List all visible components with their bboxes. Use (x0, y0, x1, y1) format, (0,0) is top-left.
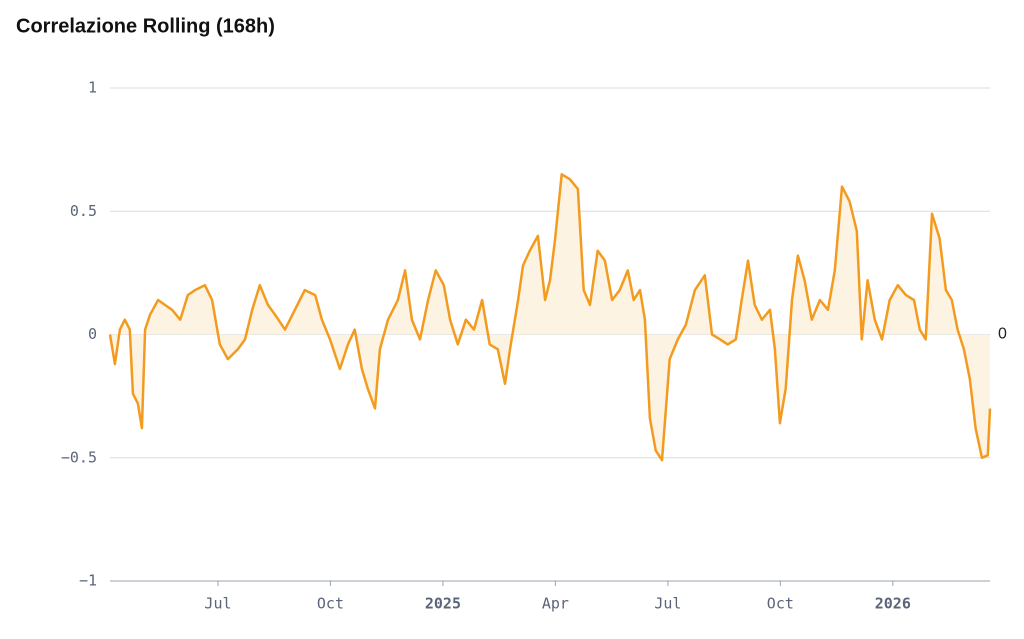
y-tick-label: −1 (79, 572, 97, 590)
area (110, 174, 990, 461)
x-tick-label: 2025 (425, 595, 461, 613)
chart-title: Correlazione Rolling (168h) (16, 15, 275, 37)
y-tick-label: 1 (88, 79, 97, 97)
x-tick-label: Jul (654, 595, 681, 613)
y-tick-label: −0.5 (61, 448, 97, 466)
x-tick-label: Oct (317, 595, 344, 613)
x-tick-label: Apr (542, 595, 569, 613)
x-tick-label: Jul (204, 595, 231, 613)
x-tick-label: Oct (767, 595, 794, 613)
y-tick-label: 0 (88, 325, 97, 343)
annotation: 0 (998, 326, 1007, 343)
line (108, 173, 992, 462)
x-tick-label: 2026 (875, 595, 911, 613)
y-tick-label: 0.5 (70, 202, 97, 220)
